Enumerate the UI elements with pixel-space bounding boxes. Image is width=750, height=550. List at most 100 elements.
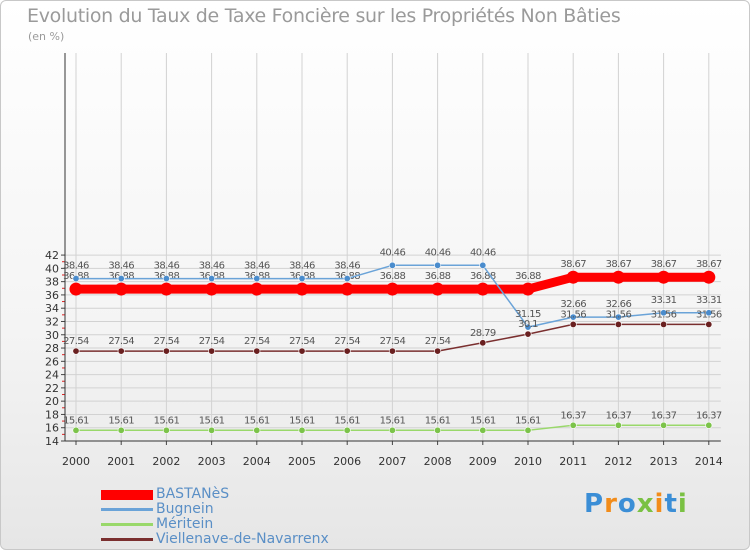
data-point xyxy=(660,320,668,328)
data-point xyxy=(72,426,80,434)
x-tick-label: 2009 xyxy=(469,455,497,468)
data-label: 38.46 xyxy=(154,261,180,272)
data-point xyxy=(343,347,351,355)
data-point xyxy=(69,282,83,296)
data-label: 16.37 xyxy=(560,410,586,421)
data-label: 15.61 xyxy=(244,415,270,426)
data-label: 36.88 xyxy=(425,271,451,282)
data-point xyxy=(388,261,396,269)
data-point xyxy=(298,347,306,355)
data-point xyxy=(660,421,668,429)
data-label: 38.67 xyxy=(651,259,677,270)
data-point xyxy=(388,426,396,434)
y-tick-label: 18 xyxy=(45,408,59,421)
logo-letter: r xyxy=(604,489,618,519)
data-point xyxy=(253,347,261,355)
data-label: 38.46 xyxy=(63,261,89,272)
data-point xyxy=(208,275,216,283)
chart-subtitle: (en %) xyxy=(28,30,65,43)
data-label: 32.66 xyxy=(606,299,632,310)
data-label: 36.88 xyxy=(380,271,406,282)
data-point xyxy=(524,330,532,338)
data-point xyxy=(253,275,261,283)
data-point xyxy=(614,421,622,429)
data-point xyxy=(566,270,580,284)
logo-letter: o xyxy=(617,489,637,519)
data-point xyxy=(479,426,487,434)
data-point xyxy=(295,282,309,296)
data-point xyxy=(521,282,535,296)
data-label: 27.54 xyxy=(63,336,89,347)
legend-swatch xyxy=(101,523,153,526)
x-tick-label: 2014 xyxy=(695,455,723,468)
data-point xyxy=(569,313,577,321)
data-point xyxy=(162,347,170,355)
y-tick-label: 24 xyxy=(45,369,59,382)
data-label: 32.66 xyxy=(560,299,586,310)
data-label: 28.79 xyxy=(470,328,496,339)
x-tick-label: 2002 xyxy=(152,455,180,468)
x-tick-label: 2004 xyxy=(243,455,271,468)
data-point xyxy=(343,426,351,434)
data-point xyxy=(479,339,487,347)
y-tick-label: 16 xyxy=(45,422,59,435)
data-point xyxy=(162,426,170,434)
data-label: 38.46 xyxy=(244,261,270,272)
data-label: 15.61 xyxy=(199,415,225,426)
data-point xyxy=(208,347,216,355)
data-point xyxy=(162,275,170,283)
series-3: 27.54 27.54 27.54 27.54 27.54 27.54 27.54 27.54… xyxy=(63,309,722,355)
legend-label: Bugnein xyxy=(156,501,214,517)
data-label: 27.54 xyxy=(244,336,270,347)
legend-label: BASTANèS xyxy=(156,486,230,502)
data-label: 31.56 xyxy=(651,309,677,320)
data-label: 31.56 xyxy=(560,309,586,320)
data-point xyxy=(479,261,487,269)
y-tick-label: 28 xyxy=(45,342,59,355)
y-tick-label: 14 xyxy=(45,435,59,448)
data-label: 31.15 xyxy=(515,309,541,320)
data-label: 31.56 xyxy=(696,309,722,320)
data-label: 16.37 xyxy=(606,410,632,421)
data-label: 15.61 xyxy=(380,415,406,426)
data-label: 31.56 xyxy=(606,309,632,320)
data-label: 16.37 xyxy=(696,410,722,421)
data-point xyxy=(117,426,125,434)
data-label: 27.54 xyxy=(289,336,315,347)
data-label: 40.46 xyxy=(470,247,496,258)
data-label: 15.61 xyxy=(515,415,541,426)
data-point xyxy=(524,323,532,331)
data-label: 40.46 xyxy=(425,247,451,258)
y-tick-label: 32 xyxy=(45,315,59,328)
data-label: 38.67 xyxy=(606,259,632,270)
data-point xyxy=(569,320,577,328)
legend-label: Méritein xyxy=(156,516,214,532)
logo-letter: x xyxy=(636,489,655,519)
data-label: 15.61 xyxy=(63,415,89,426)
series-2: 15.61 15.61 15.61 15.61 15.61 15.61 15.61 15.61… xyxy=(63,410,722,434)
y-tick-label: 38 xyxy=(45,276,59,289)
logo-letter: i xyxy=(677,489,688,519)
data-point xyxy=(208,426,216,434)
data-label: 38.67 xyxy=(696,259,722,270)
data-label: 15.61 xyxy=(289,415,315,426)
y-tick-label: 30 xyxy=(45,329,59,342)
x-tick-label: 2007 xyxy=(378,455,406,468)
data-point xyxy=(205,282,219,296)
data-label: 27.54 xyxy=(425,336,451,347)
data-label: 27.54 xyxy=(108,336,134,347)
data-label: 15.61 xyxy=(334,415,360,426)
x-tick-label: 2000 xyxy=(62,455,90,468)
data-point xyxy=(611,270,625,284)
data-label: 36.88 xyxy=(470,271,496,282)
data-point xyxy=(705,309,713,317)
legend-swatch xyxy=(101,508,153,511)
data-point xyxy=(660,309,668,317)
chart-title: Evolution du Taux de Taxe Foncière sur l… xyxy=(27,5,621,27)
y-tick-label: 34 xyxy=(45,302,59,315)
data-label: 40.46 xyxy=(380,247,406,258)
data-label: 27.54 xyxy=(334,336,360,347)
data-point xyxy=(340,282,354,296)
